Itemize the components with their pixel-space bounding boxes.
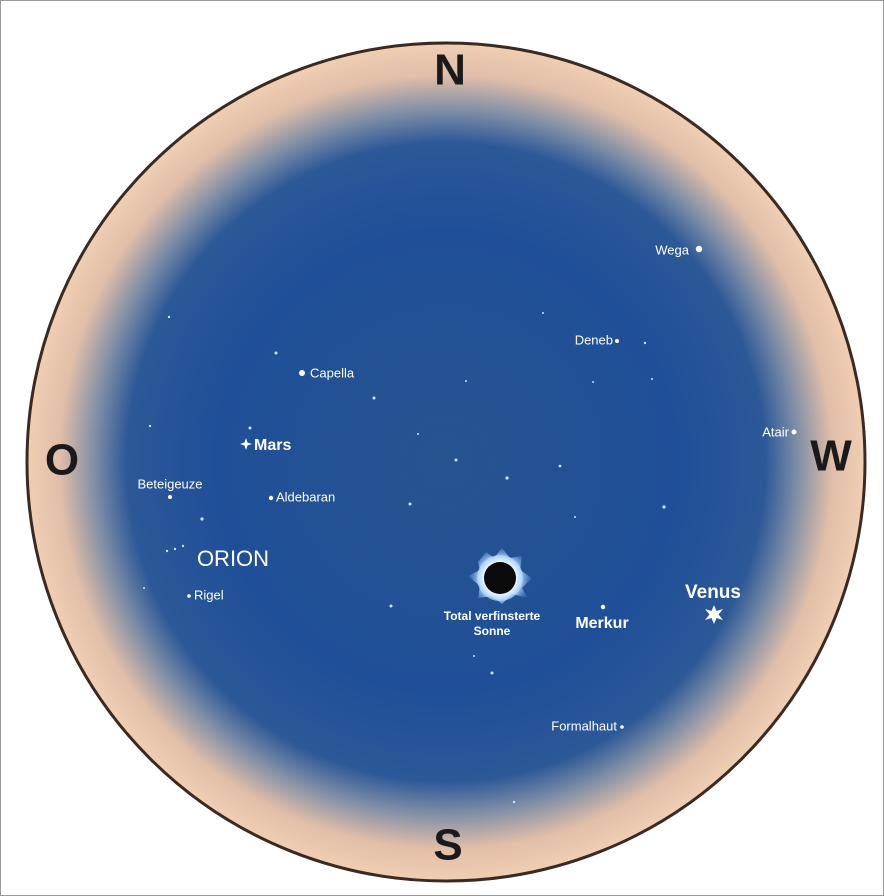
compass-east: O [45,436,79,485]
compass-south: S [433,821,462,870]
sky-map: N S O W Wega Deneb Capella Mars At [0,0,884,896]
star-label: Deneb [575,332,613,347]
sun-label: Total verfinsterte [444,609,541,623]
star-label: Aldebaran [276,489,335,504]
compass-west: W [810,432,852,481]
star-label: Atair [762,424,789,439]
planet-label: Merkur [575,615,628,632]
sky-disk [27,43,865,881]
sun-label: Sonne [474,624,511,638]
star-label: Wega [655,242,689,257]
planet-label: Venus [685,582,741,603]
constellation-label: ORION [197,546,269,571]
star-label: Formalhaut [551,718,617,733]
star-label: Beteigeuze [137,476,202,491]
star-label: Rigel [194,587,224,602]
compass-north: N [434,46,466,95]
planet-label: Mars [254,437,291,454]
star-label: Capella [310,365,355,380]
